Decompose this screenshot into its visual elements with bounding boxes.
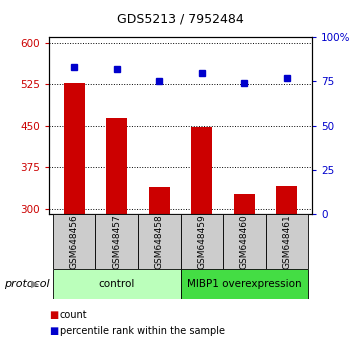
Bar	[53, 269, 180, 299]
Text: percentile rank within the sample: percentile rank within the sample	[60, 326, 225, 336]
Text: GSM648456: GSM648456	[70, 214, 79, 269]
Text: GSM648461: GSM648461	[282, 214, 291, 269]
Bar	[53, 214, 96, 269]
Text: ■: ■	[49, 310, 58, 320]
Bar	[191, 127, 212, 214]
Text: GSM648459: GSM648459	[197, 214, 206, 269]
Text: GSM648458: GSM648458	[155, 214, 164, 269]
Bar	[180, 214, 223, 269]
Text: GSM648457: GSM648457	[112, 214, 121, 269]
Text: ▶: ▶	[31, 279, 39, 289]
Text: ■: ■	[49, 326, 58, 336]
Bar	[96, 214, 138, 269]
Bar	[180, 269, 308, 299]
Text: count: count	[60, 310, 87, 320]
Bar	[234, 194, 255, 214]
Text: GDS5213 / 7952484: GDS5213 / 7952484	[117, 12, 244, 25]
Bar	[265, 214, 308, 269]
Text: MIBP1 overexpression: MIBP1 overexpression	[187, 279, 301, 289]
Bar	[64, 83, 85, 214]
Text: control: control	[99, 279, 135, 289]
Bar	[106, 119, 127, 214]
Bar	[276, 186, 297, 214]
Bar	[149, 187, 170, 214]
Bar	[138, 214, 180, 269]
Text: protocol: protocol	[4, 279, 49, 289]
Bar	[223, 214, 265, 269]
Text: GSM648460: GSM648460	[240, 214, 249, 269]
